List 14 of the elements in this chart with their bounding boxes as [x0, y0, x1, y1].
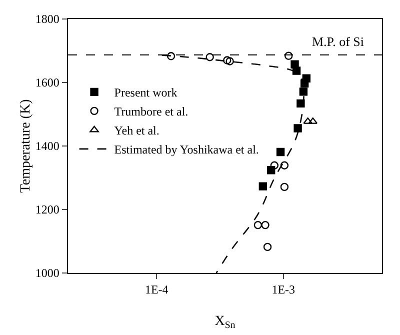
x-tick-label: 1E-4 [144, 282, 168, 297]
ref-line-label: M.P. of Si [312, 34, 364, 49]
legend-label: Estimated by Yoshikawa et al. [114, 142, 259, 157]
y-axis-title: Temperature (K) [18, 98, 34, 193]
y-tick-label: 1000 [35, 266, 60, 280]
x-tick-label: 1E-3 [272, 282, 296, 297]
legend-label: Present work [114, 86, 178, 100]
y-tick-label: 1800 [35, 12, 60, 26]
y-tick-label: 1400 [35, 139, 60, 154]
legend-label: Yeh et al. [114, 124, 160, 138]
y-tick-label: 1600 [35, 76, 60, 90]
y-tick-label: 1200 [35, 202, 60, 217]
legend-label: Trumbore et al. [114, 104, 188, 119]
x-axis-title: X$_{Sn}$ [214, 314, 236, 332]
